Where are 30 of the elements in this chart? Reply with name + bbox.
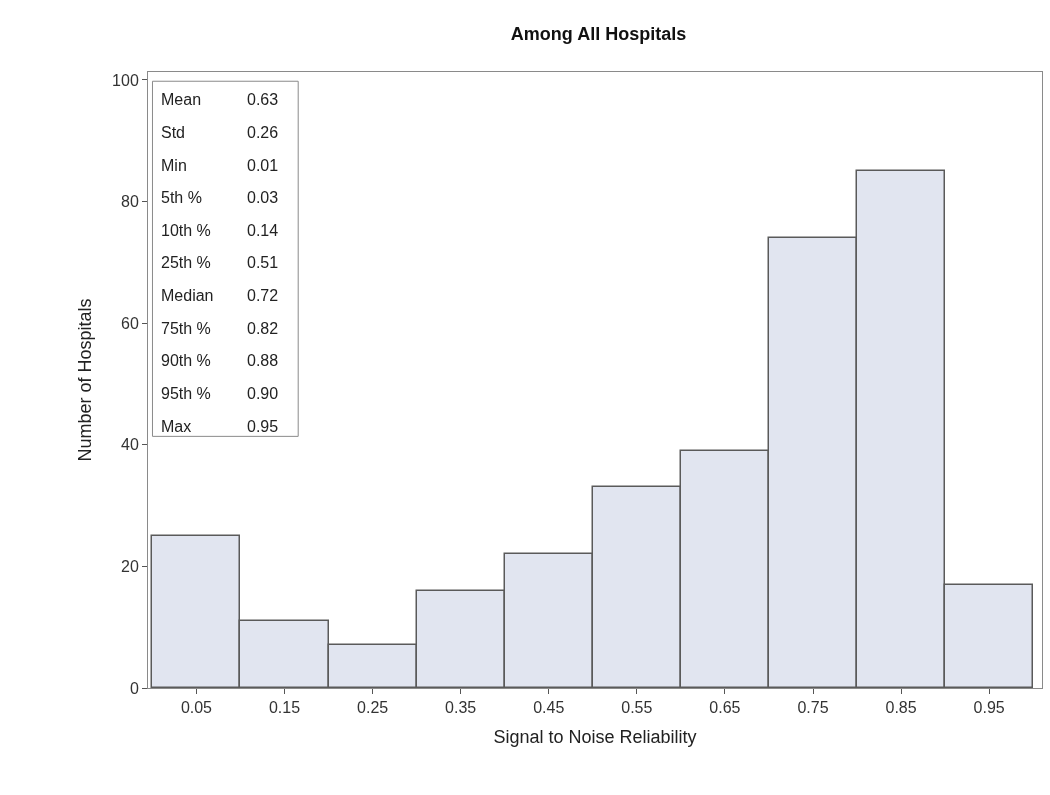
chart-title: Among All Hospitals xyxy=(510,24,687,45)
y-tick-label: 20 xyxy=(121,557,139,575)
text: Min 0.01 xyxy=(161,157,279,174)
text: 95th % 0.90 xyxy=(161,385,279,402)
y-tick-label: 0 xyxy=(129,679,139,697)
text: 5th % 0.03 xyxy=(161,189,279,206)
text: 75th % 0.82 xyxy=(161,320,279,337)
y-tick-label: 100 xyxy=(112,71,139,89)
text: 25th % 0.51 xyxy=(161,254,279,271)
x-tick-label: 0.55 xyxy=(621,699,653,717)
x-tick-label: 0.15 xyxy=(268,699,301,717)
text: 90th % 0.88 xyxy=(161,352,279,369)
text: Std 0.26 xyxy=(161,124,279,141)
x-tick-label: 0.95 xyxy=(973,699,1005,717)
x-tick-label: 0.05 xyxy=(180,699,213,717)
text: 10th % 0.14 xyxy=(161,222,279,239)
y-tick-label: 40 xyxy=(121,436,139,454)
y-tick-label: 60 xyxy=(121,314,139,332)
text: Median 0.72 xyxy=(161,287,279,304)
text: Mean 0.63 xyxy=(161,91,279,108)
x-axis-title: Signal to Noise Reliability xyxy=(493,727,697,748)
x-tick-label: 0.35 xyxy=(445,699,477,717)
y-axis-title: Number of Hospitals xyxy=(75,298,96,462)
x-tick-label: 0.45 xyxy=(533,699,565,717)
x-tick-label: 0.75 xyxy=(797,699,829,717)
x-tick-label: 0.25 xyxy=(357,699,389,717)
y-tick-label: 80 xyxy=(121,193,139,211)
x-tick-label: 0.85 xyxy=(885,699,917,717)
text: Max 0.95 xyxy=(161,418,279,435)
x-tick-label: 0.65 xyxy=(709,699,741,717)
